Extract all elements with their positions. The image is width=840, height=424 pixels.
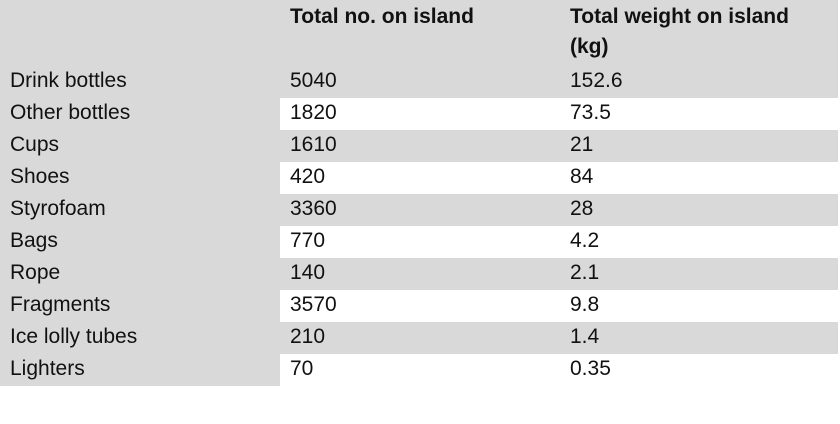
header-cell: Total weight on island (kg)	[560, 0, 838, 66]
row-label: Cups	[0, 130, 280, 162]
table-cell: 70	[280, 354, 560, 386]
header-cell: Total no. on island	[280, 0, 560, 66]
table-cell: 1.4	[560, 322, 838, 354]
table-cell: 3360	[280, 194, 560, 226]
table-cell: 2.1	[560, 258, 838, 290]
row-label: Styrofoam	[0, 194, 280, 226]
table-cell: 73.5	[560, 98, 838, 130]
table-row: Ice lolly tubes 210 1.4	[0, 322, 838, 354]
table-row: Bags 770 4.2	[0, 226, 838, 258]
row-label: Fragments	[0, 290, 280, 322]
table-row: Rope 140 2.1	[0, 258, 838, 290]
header-cell	[0, 0, 280, 66]
table-cell: 420	[280, 162, 560, 194]
table-cell: 84	[560, 162, 838, 194]
table-cell: 140	[280, 258, 560, 290]
table-row: Styrofoam 3360 28	[0, 194, 838, 226]
data-table: Total no. on island Total weight on islan…	[0, 0, 838, 386]
table-cell: 770	[280, 226, 560, 258]
table-row: Drink bottles 5040 152.6	[0, 66, 838, 98]
table-cell: 152.6	[560, 66, 838, 98]
row-label: Drink bottles	[0, 66, 280, 98]
table-row: Cups 1610 21	[0, 130, 838, 162]
table-cell: 1820	[280, 98, 560, 130]
table-row: Lighters 70 0.35	[0, 354, 838, 386]
table-cell: 3570	[280, 290, 560, 322]
table-cell: 4.2	[560, 226, 838, 258]
row-label: Shoes	[0, 162, 280, 194]
table-row: Fragments 3570 9.8	[0, 290, 838, 322]
table-cell: 0.35	[560, 354, 838, 386]
table-row: Other bottles 1820 73.5	[0, 98, 838, 130]
header-row: Total no. on island Total weight on islan…	[0, 0, 838, 66]
row-label: Ice lolly tubes	[0, 322, 280, 354]
table-row: Shoes 420 84	[0, 162, 838, 194]
table-cell: 28	[560, 194, 838, 226]
table-cell: 1610	[280, 130, 560, 162]
table-cell: 21	[560, 130, 838, 162]
row-label: Lighters	[0, 354, 280, 386]
table-cell: 5040	[280, 66, 560, 98]
row-label: Rope	[0, 258, 280, 290]
row-label: Bags	[0, 226, 280, 258]
table-cell: 9.8	[560, 290, 838, 322]
row-label: Other bottles	[0, 98, 280, 130]
table-cell: 210	[280, 322, 560, 354]
